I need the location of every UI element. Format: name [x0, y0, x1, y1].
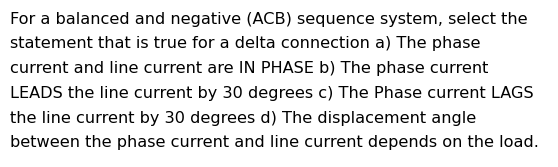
Text: between the phase current and line current depends on the load.: between the phase current and line curre… [10, 135, 539, 150]
Text: For a balanced and negative (ACB) sequence system, select the: For a balanced and negative (ACB) sequen… [10, 12, 528, 27]
Text: current and line current are IN PHASE b) The phase current: current and line current are IN PHASE b)… [10, 61, 488, 76]
Text: LEADS the line current by 30 degrees c) The Phase current LAGS: LEADS the line current by 30 degrees c) … [10, 86, 533, 101]
Text: statement that is true for a delta connection a) The phase: statement that is true for a delta conne… [10, 36, 480, 51]
Text: the line current by 30 degrees d) The displacement angle: the line current by 30 degrees d) The di… [10, 111, 477, 126]
